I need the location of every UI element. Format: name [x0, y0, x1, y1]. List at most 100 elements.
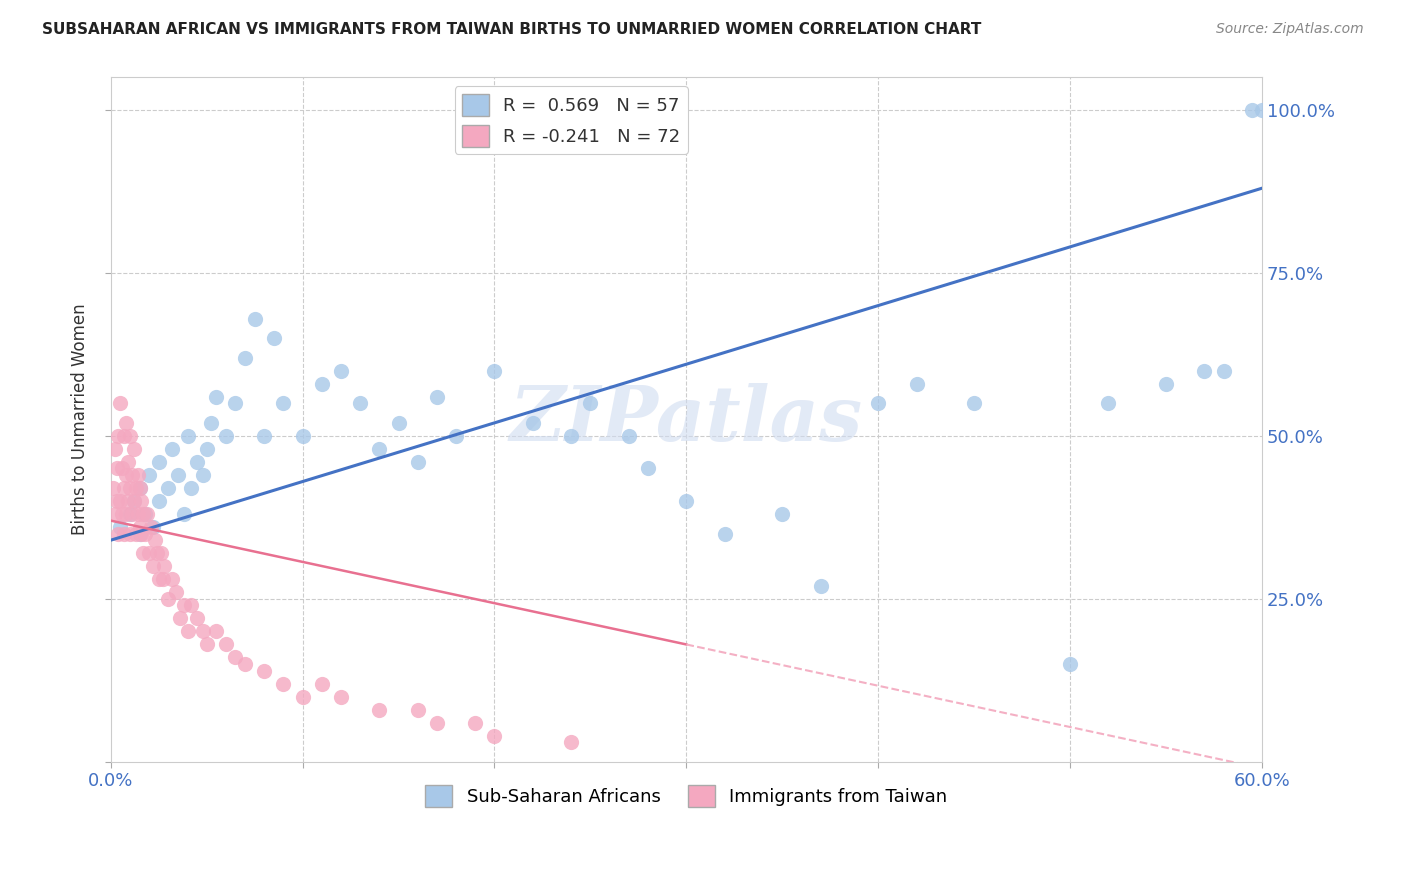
Point	[233, 351, 256, 365]
Point	[118, 429, 141, 443]
Point	[139, 520, 162, 534]
Point	[224, 396, 246, 410]
Point	[112, 481, 135, 495]
Point	[263, 331, 285, 345]
Point	[368, 703, 391, 717]
Point	[905, 376, 928, 391]
Point	[125, 526, 148, 541]
Point	[200, 416, 222, 430]
Point	[868, 396, 890, 410]
Point	[153, 559, 176, 574]
Point	[176, 624, 198, 639]
Point	[1212, 364, 1234, 378]
Point	[134, 507, 156, 521]
Point	[110, 494, 132, 508]
Point	[169, 611, 191, 625]
Point	[195, 442, 218, 456]
Point	[115, 468, 138, 483]
Point	[157, 481, 180, 495]
Point	[1241, 103, 1264, 117]
Point	[233, 657, 256, 671]
Point	[110, 520, 132, 534]
Point	[330, 690, 353, 704]
Point	[617, 429, 640, 443]
Point	[560, 735, 582, 749]
Point	[637, 461, 659, 475]
Point	[176, 429, 198, 443]
Point	[195, 637, 218, 651]
Point	[484, 364, 506, 378]
Point	[115, 416, 138, 430]
Point	[1097, 396, 1119, 410]
Point	[157, 591, 180, 606]
Point	[186, 611, 208, 625]
Point	[713, 526, 735, 541]
Point	[121, 507, 143, 521]
Point	[579, 396, 602, 410]
Point	[253, 429, 276, 443]
Point	[136, 507, 159, 521]
Point	[191, 468, 214, 483]
Point	[107, 526, 129, 541]
Point	[112, 429, 135, 443]
Point	[146, 546, 169, 560]
Point	[117, 455, 139, 469]
Point	[118, 507, 141, 521]
Point	[160, 572, 183, 586]
Point	[444, 429, 467, 443]
Point	[311, 376, 333, 391]
Point	[273, 396, 295, 410]
Point	[349, 396, 371, 410]
Point	[105, 494, 128, 508]
Point	[1059, 657, 1081, 671]
Point	[1194, 364, 1216, 378]
Point	[224, 650, 246, 665]
Point	[426, 715, 449, 730]
Point	[406, 703, 429, 717]
Point	[243, 311, 266, 326]
Point	[560, 429, 582, 443]
Point	[205, 390, 228, 404]
Point	[125, 481, 148, 495]
Point	[128, 526, 150, 541]
Point	[148, 572, 170, 586]
Text: Source: ZipAtlas.com: Source: ZipAtlas.com	[1216, 22, 1364, 37]
Point	[215, 429, 238, 443]
Point	[143, 533, 166, 548]
Point	[160, 442, 183, 456]
Point	[675, 494, 697, 508]
Point	[273, 676, 295, 690]
Point	[152, 572, 174, 586]
Point	[149, 546, 172, 560]
Point	[101, 481, 124, 495]
Point	[253, 664, 276, 678]
Point	[111, 507, 134, 521]
Point	[122, 494, 145, 508]
Point	[963, 396, 986, 410]
Point	[138, 468, 160, 483]
Point	[121, 468, 143, 483]
Point	[122, 442, 145, 456]
Point	[118, 526, 141, 541]
Point	[134, 526, 156, 541]
Point	[127, 468, 149, 483]
Point	[107, 429, 129, 443]
Point	[142, 559, 165, 574]
Point	[1251, 103, 1274, 117]
Point	[115, 507, 138, 521]
Point	[128, 520, 150, 534]
Point	[148, 455, 170, 469]
Point	[127, 507, 149, 521]
Point	[128, 481, 150, 495]
Point	[311, 676, 333, 690]
Point	[484, 729, 506, 743]
Point	[406, 455, 429, 469]
Point	[132, 507, 155, 521]
Y-axis label: Births to Unmarried Women: Births to Unmarried Women	[72, 304, 89, 535]
Point	[131, 494, 153, 508]
Legend: Sub-Saharan Africans, Immigrants from Taiwan: Sub-Saharan Africans, Immigrants from Ta…	[418, 778, 955, 814]
Point	[167, 468, 190, 483]
Point	[464, 715, 486, 730]
Point	[368, 442, 391, 456]
Text: SUBSAHARAN AFRICAN VS IMMIGRANTS FROM TAIWAN BIRTHS TO UNMARRIED WOMEN CORRELATI: SUBSAHARAN AFRICAN VS IMMIGRANTS FROM TA…	[42, 22, 981, 37]
